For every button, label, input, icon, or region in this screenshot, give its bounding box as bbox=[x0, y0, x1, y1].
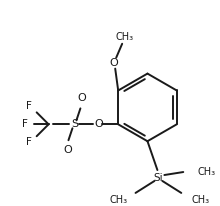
Text: CH₃: CH₃ bbox=[197, 167, 215, 177]
Text: O: O bbox=[110, 58, 119, 68]
Text: F: F bbox=[26, 137, 32, 147]
Text: F: F bbox=[22, 119, 28, 129]
Text: CH₃: CH₃ bbox=[115, 32, 133, 42]
Text: Si: Si bbox=[154, 173, 163, 183]
Text: F: F bbox=[26, 101, 32, 111]
Text: O: O bbox=[77, 94, 86, 103]
Text: S: S bbox=[71, 119, 78, 129]
Text: CH₃: CH₃ bbox=[110, 195, 128, 205]
Text: CH₃: CH₃ bbox=[191, 195, 209, 205]
Text: O: O bbox=[63, 145, 72, 155]
Text: O: O bbox=[94, 119, 103, 129]
